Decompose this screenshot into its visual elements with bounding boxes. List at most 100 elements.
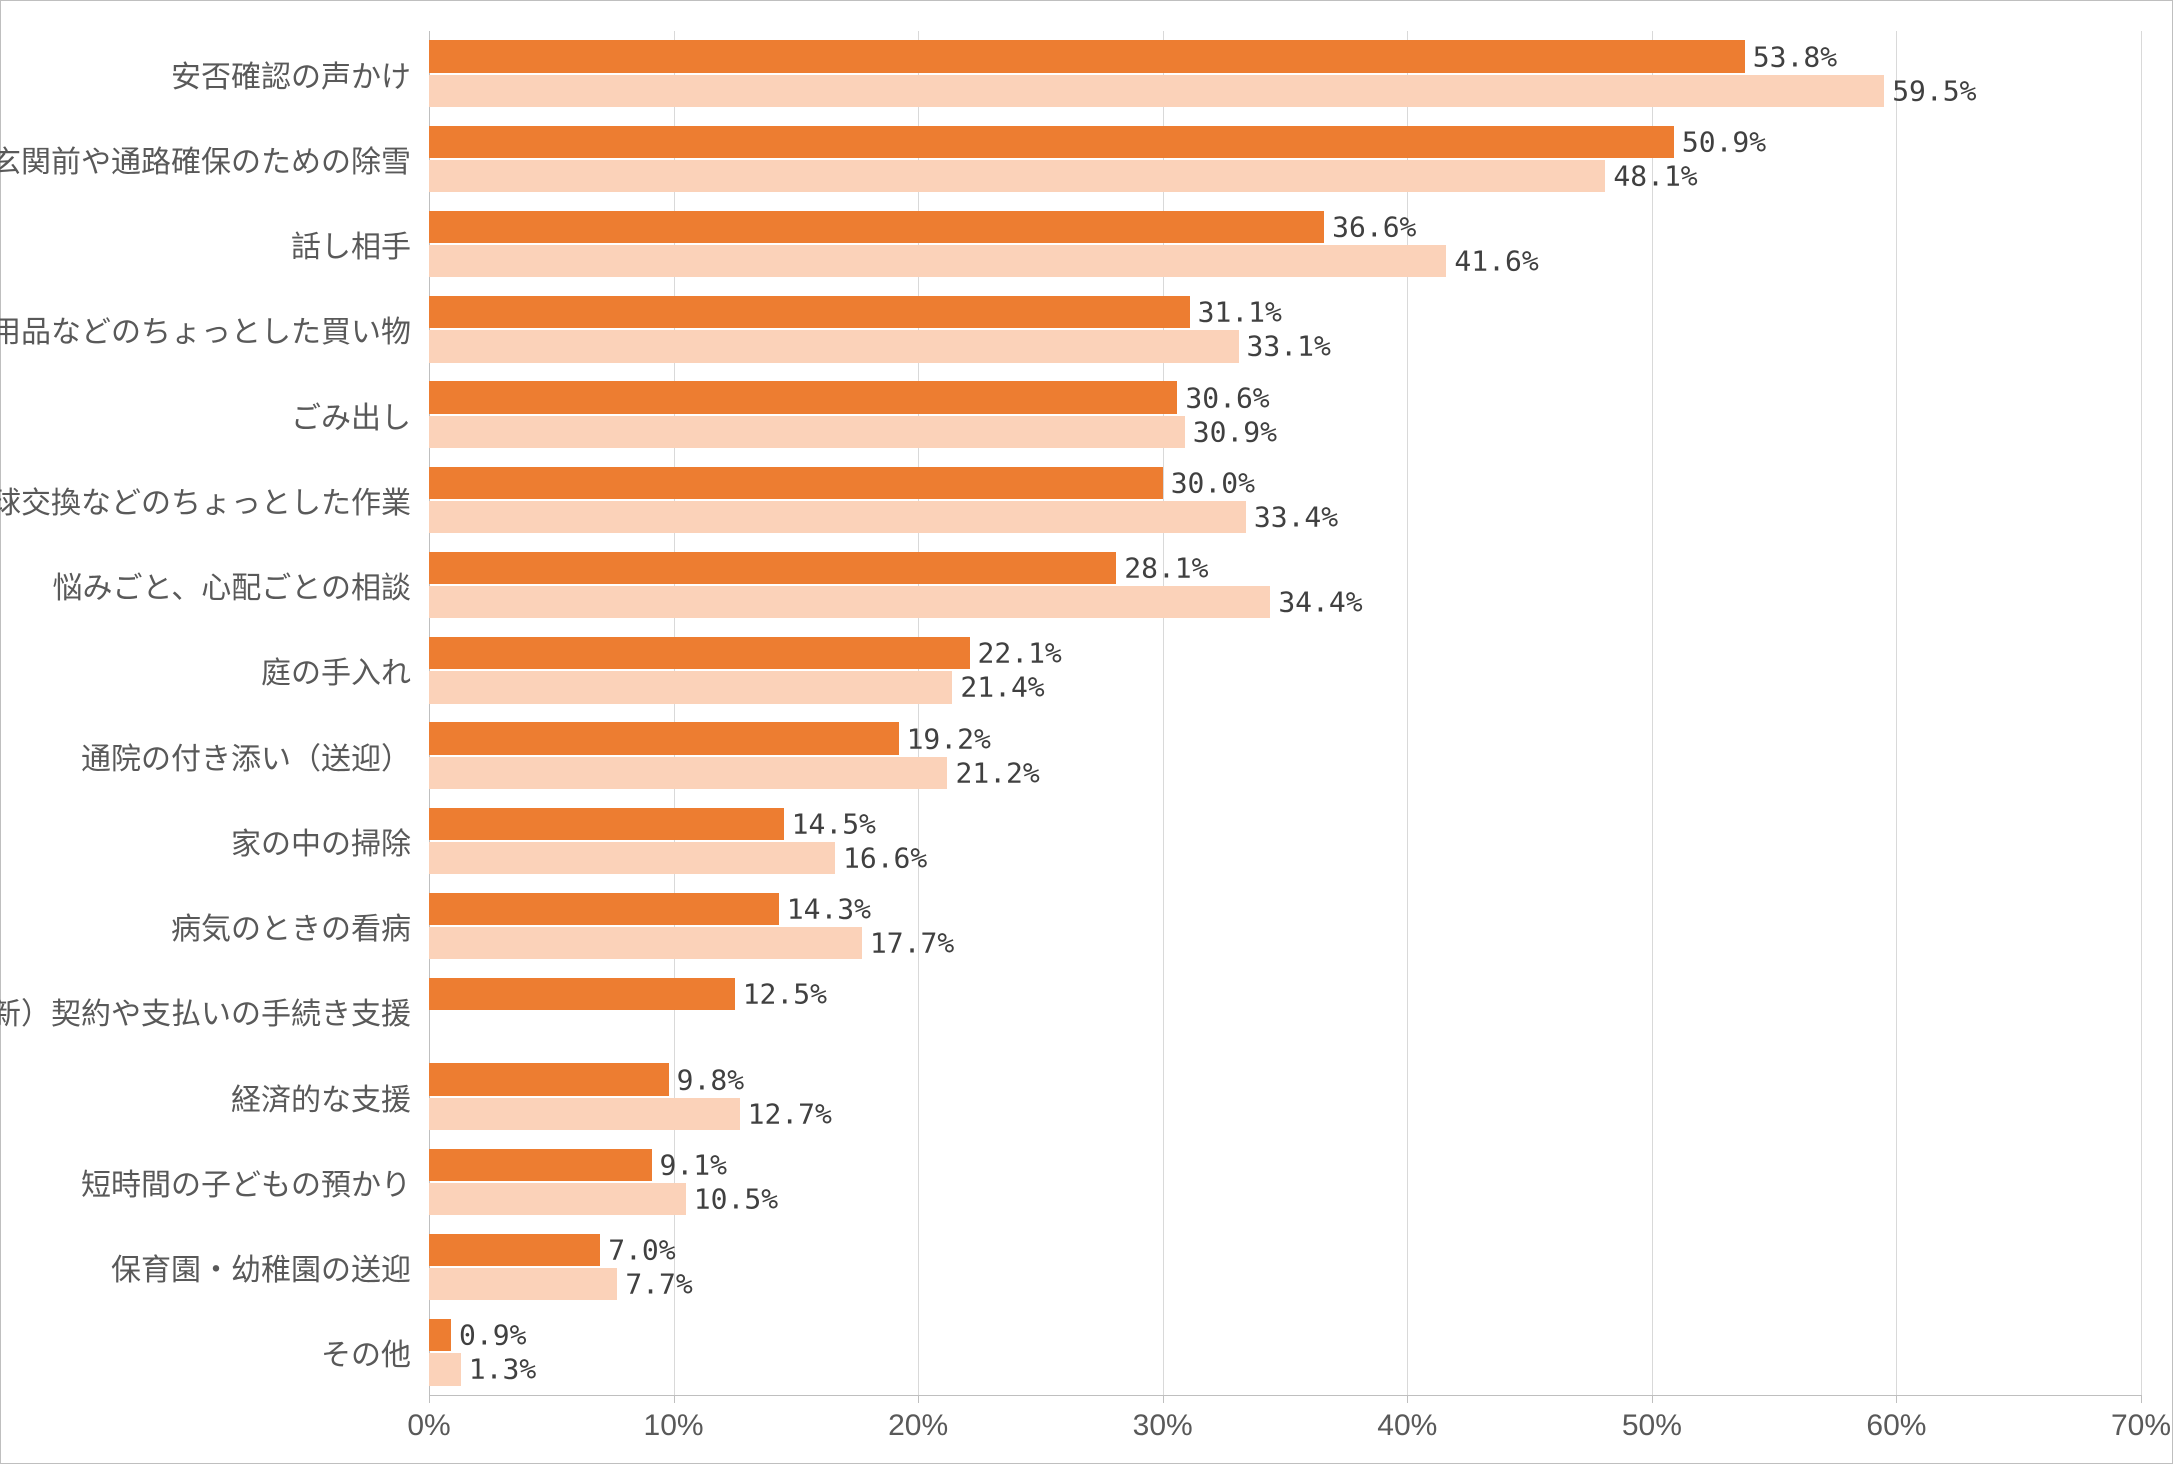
- data-label: 16.6%: [843, 841, 927, 874]
- data-label: 14.3%: [787, 893, 871, 926]
- data-label: 59.5%: [1892, 74, 1976, 107]
- category-label: 家の中の掃除: [231, 819, 411, 863]
- bar: [429, 381, 1177, 413]
- x-tick-mark: [1652, 1395, 1653, 1403]
- bar: [429, 160, 1605, 192]
- data-label: 7.0%: [608, 1234, 675, 1267]
- data-label: 10.5%: [694, 1182, 778, 1215]
- bar: [429, 722, 899, 754]
- bar: [429, 927, 862, 959]
- category-label: 悩みごと、心配ごとの相談: [53, 563, 412, 607]
- bar: [429, 126, 1674, 158]
- category-label: 電球交換などのちょっとした作業: [0, 478, 411, 522]
- data-label: 33.4%: [1254, 500, 1338, 533]
- bar: [429, 1234, 600, 1266]
- bar: [429, 552, 1116, 584]
- category-label: 短時間の子どもの預かり: [81, 1160, 411, 1204]
- category-label: 通院の付き添い（送迎）: [81, 734, 411, 778]
- x-tick-label: 10%: [644, 1409, 704, 1443]
- bar-chart: 安否確認の声かけ 53.8% 59.5% 玄関前や通路確保のための除雪 50.9%48.…: [0, 0, 2173, 1464]
- x-tick-label: 40%: [1377, 1409, 1437, 1443]
- bar: [429, 1149, 652, 1181]
- x-tick-mark: [1163, 1395, 1164, 1403]
- category-label: 病気のときの看病: [171, 904, 411, 948]
- bar: [429, 40, 1745, 72]
- x-tick-mark: [1407, 1395, 1408, 1403]
- data-label: 22.1%: [978, 637, 1062, 670]
- data-label: 31.1%: [1198, 296, 1282, 329]
- data-label: 1.3%: [469, 1353, 536, 1386]
- category-label: 日用品などのちょっとした買い物: [0, 307, 411, 351]
- gridline: [1896, 31, 1897, 1395]
- gridline: [2141, 31, 2142, 1395]
- x-tick-label: 30%: [1133, 1409, 1193, 1443]
- data-label: 0.9%: [459, 1319, 526, 1352]
- category-label: その他: [321, 1330, 411, 1374]
- data-label: 21.2%: [955, 756, 1039, 789]
- bar: [429, 1353, 461, 1385]
- x-tick-label: 20%: [888, 1409, 948, 1443]
- data-label: 12.7%: [748, 1097, 832, 1130]
- x-tick-mark: [674, 1395, 675, 1403]
- bar: [429, 501, 1246, 533]
- x-tick-mark: [918, 1395, 919, 1403]
- data-label: 36.6%: [1332, 211, 1416, 244]
- bar: [429, 893, 779, 925]
- data-label: 30.0%: [1171, 466, 1255, 499]
- data-label: 17.7%: [870, 927, 954, 960]
- bar: [429, 842, 835, 874]
- category-label: 話し相手: [291, 222, 411, 266]
- bar: [429, 586, 1270, 618]
- data-label: 48.1%: [1613, 159, 1697, 192]
- bar: [429, 671, 952, 703]
- bar: [429, 757, 947, 789]
- bar: [429, 1098, 740, 1130]
- category-label: 庭の手入れ: [261, 648, 411, 692]
- data-label: 53.8%: [1753, 40, 1837, 73]
- bar: [429, 467, 1163, 499]
- data-label: 30.6%: [1185, 381, 1269, 414]
- x-tick-mark: [1896, 1395, 1897, 1403]
- data-label: 9.1%: [660, 1148, 727, 1181]
- data-label: 19.2%: [907, 722, 991, 755]
- x-tick-label: 70%: [2111, 1409, 2171, 1443]
- data-label: 7.7%: [625, 1268, 692, 1301]
- data-label: 12.5%: [743, 978, 827, 1011]
- bar: [429, 1319, 451, 1351]
- data-label: 33.1%: [1247, 330, 1331, 363]
- data-label: 9.8%: [677, 1063, 744, 1096]
- category-label: 玄関前や通路確保のための除雪: [0, 137, 411, 181]
- bar: [429, 211, 1324, 243]
- bar: [429, 1183, 686, 1215]
- category-label: ごみ出し: [291, 393, 411, 437]
- gridline: [1652, 31, 1653, 1395]
- data-label: 34.4%: [1278, 586, 1362, 619]
- data-label: 28.1%: [1124, 552, 1208, 585]
- x-tick-mark: [429, 1395, 430, 1403]
- data-label: 50.9%: [1682, 125, 1766, 158]
- bar: [429, 1268, 617, 1300]
- data-label: 30.9%: [1193, 415, 1277, 448]
- data-label: 14.5%: [792, 807, 876, 840]
- category-label: 安否確認の声かけ: [171, 52, 411, 96]
- x-tick-label: 0%: [407, 1409, 450, 1443]
- category-label: 保育園・幼稚園の送迎: [111, 1245, 411, 1289]
- bar: [429, 75, 1884, 107]
- bar: [429, 978, 735, 1010]
- bar: [429, 637, 970, 669]
- x-axis-line: [429, 1395, 2141, 1396]
- data-label: 21.4%: [960, 671, 1044, 704]
- x-tick-label: 60%: [1866, 1409, 1926, 1443]
- bar: [429, 808, 784, 840]
- plot-area: [429, 31, 2141, 1395]
- x-tick-label: 50%: [1622, 1409, 1682, 1443]
- category-label: 経済的な支援: [231, 1075, 411, 1119]
- bar: [429, 296, 1190, 328]
- bar: [429, 245, 1446, 277]
- bar: [429, 416, 1185, 448]
- bar: [429, 1063, 669, 1095]
- x-tick-mark: [2141, 1395, 2142, 1403]
- category-label: （新）契約や支払いの手続き支援: [0, 989, 411, 1033]
- bar: [429, 330, 1239, 362]
- data-label: 41.6%: [1454, 245, 1538, 278]
